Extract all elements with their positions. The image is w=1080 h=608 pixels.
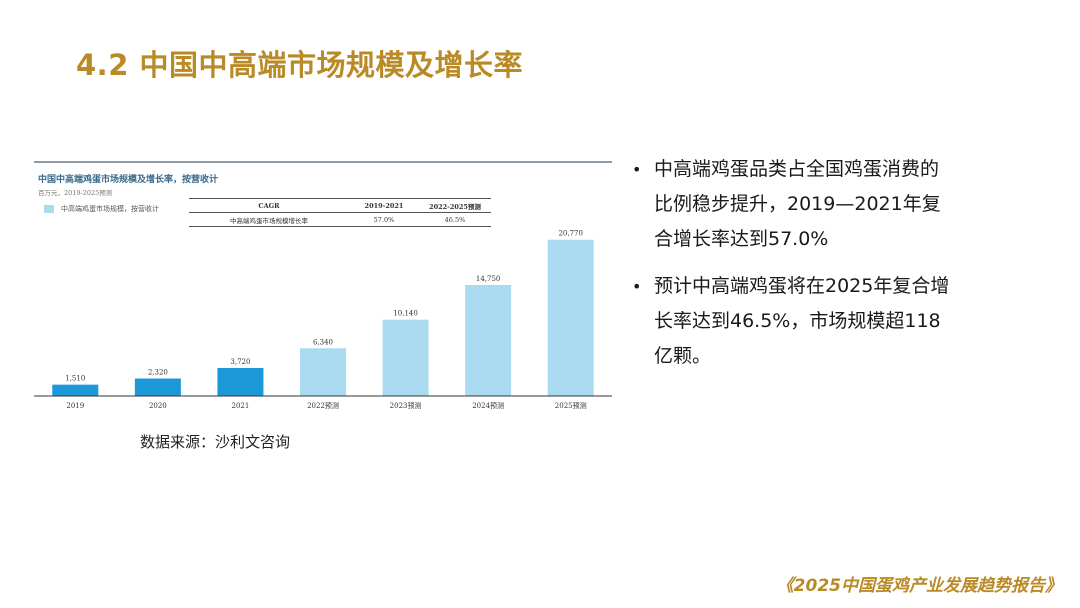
source-note: 数据来源：沙利文咨询 <box>140 433 291 451</box>
bar-value-label: 1,510 <box>65 375 85 383</box>
chart-bar <box>300 348 346 396</box>
bullet-line: 长率达到46.5%，市场规模超118 <box>654 310 941 332</box>
bar-value-label: 10,140 <box>393 310 418 318</box>
chart-bar <box>217 368 264 396</box>
bar-value-label: 6,340 <box>313 338 333 346</box>
x-tick-label: 2024预测 <box>472 401 504 410</box>
cagr-header-cell: CAGR <box>258 201 280 210</box>
bullet-line: 亿颗。 <box>654 345 712 367</box>
x-tick-label: 2022预测 <box>307 401 339 410</box>
x-tick-label: 2023预测 <box>390 401 422 410</box>
chart-legend: 中高端鸡蛋市场规模，按营收计 <box>44 204 159 214</box>
bar-value-label: 14,750 <box>476 275 501 283</box>
report-footer: 《2025中国蛋鸡产业发展趋势报告》 <box>776 576 1062 596</box>
chart-title: 中国中高端鸡蛋市场规模及增长率，按营收计 <box>38 175 219 185</box>
chart-subtitle: 百万元，2019-2025预测 <box>38 189 113 197</box>
bullet-line: 中高端鸡蛋品类占全国鸡蛋消费的 <box>654 158 940 180</box>
slide-title: 4.2 中国中高端市场规模及增长率 <box>76 48 523 82</box>
legend-label: 中高端鸡蛋市场规模，按营收计 <box>61 205 159 213</box>
cagr-body-cell: 中高端鸡蛋市场规模增长率 <box>230 216 308 225</box>
chart-panel: 中国中高端鸡蛋市场规模及增长率，按营收计 百万元，2019-2025预测 中高端… <box>34 161 612 418</box>
bar-value-label: 20,770 <box>558 230 583 238</box>
bullet-item: • 预计中高端鸡蛋将在2025年复合增 长率达到46.5%，市场规模超118 亿… <box>630 269 1030 374</box>
cagr-header-cell: 2019-2021 <box>364 201 404 210</box>
bullet-item: • 中高端鸡蛋品类占全国鸡蛋消费的 比例稳步提升，2019—2021年复 合增长… <box>630 152 1030 257</box>
cagr-body-cell: 57.0% <box>373 215 395 224</box>
chart-bar <box>465 285 512 396</box>
bar-value-label: 2,320 <box>148 369 168 377</box>
chart-bar <box>547 239 594 396</box>
x-tick-label: 2021 <box>232 402 250 410</box>
x-tick-label: 2019 <box>66 402 84 410</box>
cagr-header-cell: 2022-2025预测 <box>429 202 481 211</box>
x-tick-label: 2020 <box>149 402 167 410</box>
bullet-dot-icon: • <box>632 277 642 296</box>
bar-value-label: 3,720 <box>230 358 250 366</box>
cagr-body-cell: 46.5% <box>444 215 466 224</box>
bullet-line: 合增长率达到57.0% <box>654 228 829 250</box>
x-tick-label: 2025预测 <box>555 401 587 410</box>
bullet-line: 比例稳步提升，2019—2021年复 <box>654 193 941 215</box>
bar-chart: 1,510 2019 2,320 2020 3,720 2021 6,340 2022预测 10… <box>34 230 612 410</box>
bullet-dot-icon: • <box>632 160 642 179</box>
chart-top-rule <box>34 161 612 163</box>
chart-bar <box>382 319 429 396</box>
cagr-table: CAGR 2019-2021 2022-2025预测 中高端鸡蛋市场规模增长率 … <box>189 198 491 227</box>
bullet-list: • 中高端鸡蛋品类占全国鸡蛋消费的 比例稳步提升，2019—2021年复 合增长… <box>630 152 1030 386</box>
bullet-line: 预计中高端鸡蛋将在2025年复合增 <box>654 275 950 297</box>
legend-swatch <box>44 205 54 213</box>
cagr-header-row: CAGR 2019-2021 2022-2025预测 <box>189 198 491 213</box>
chart-bar <box>52 384 99 396</box>
cagr-body-row: 中高端鸡蛋市场规模增长率 57.0% 46.5% <box>189 213 491 227</box>
chart-bar <box>134 378 181 396</box>
